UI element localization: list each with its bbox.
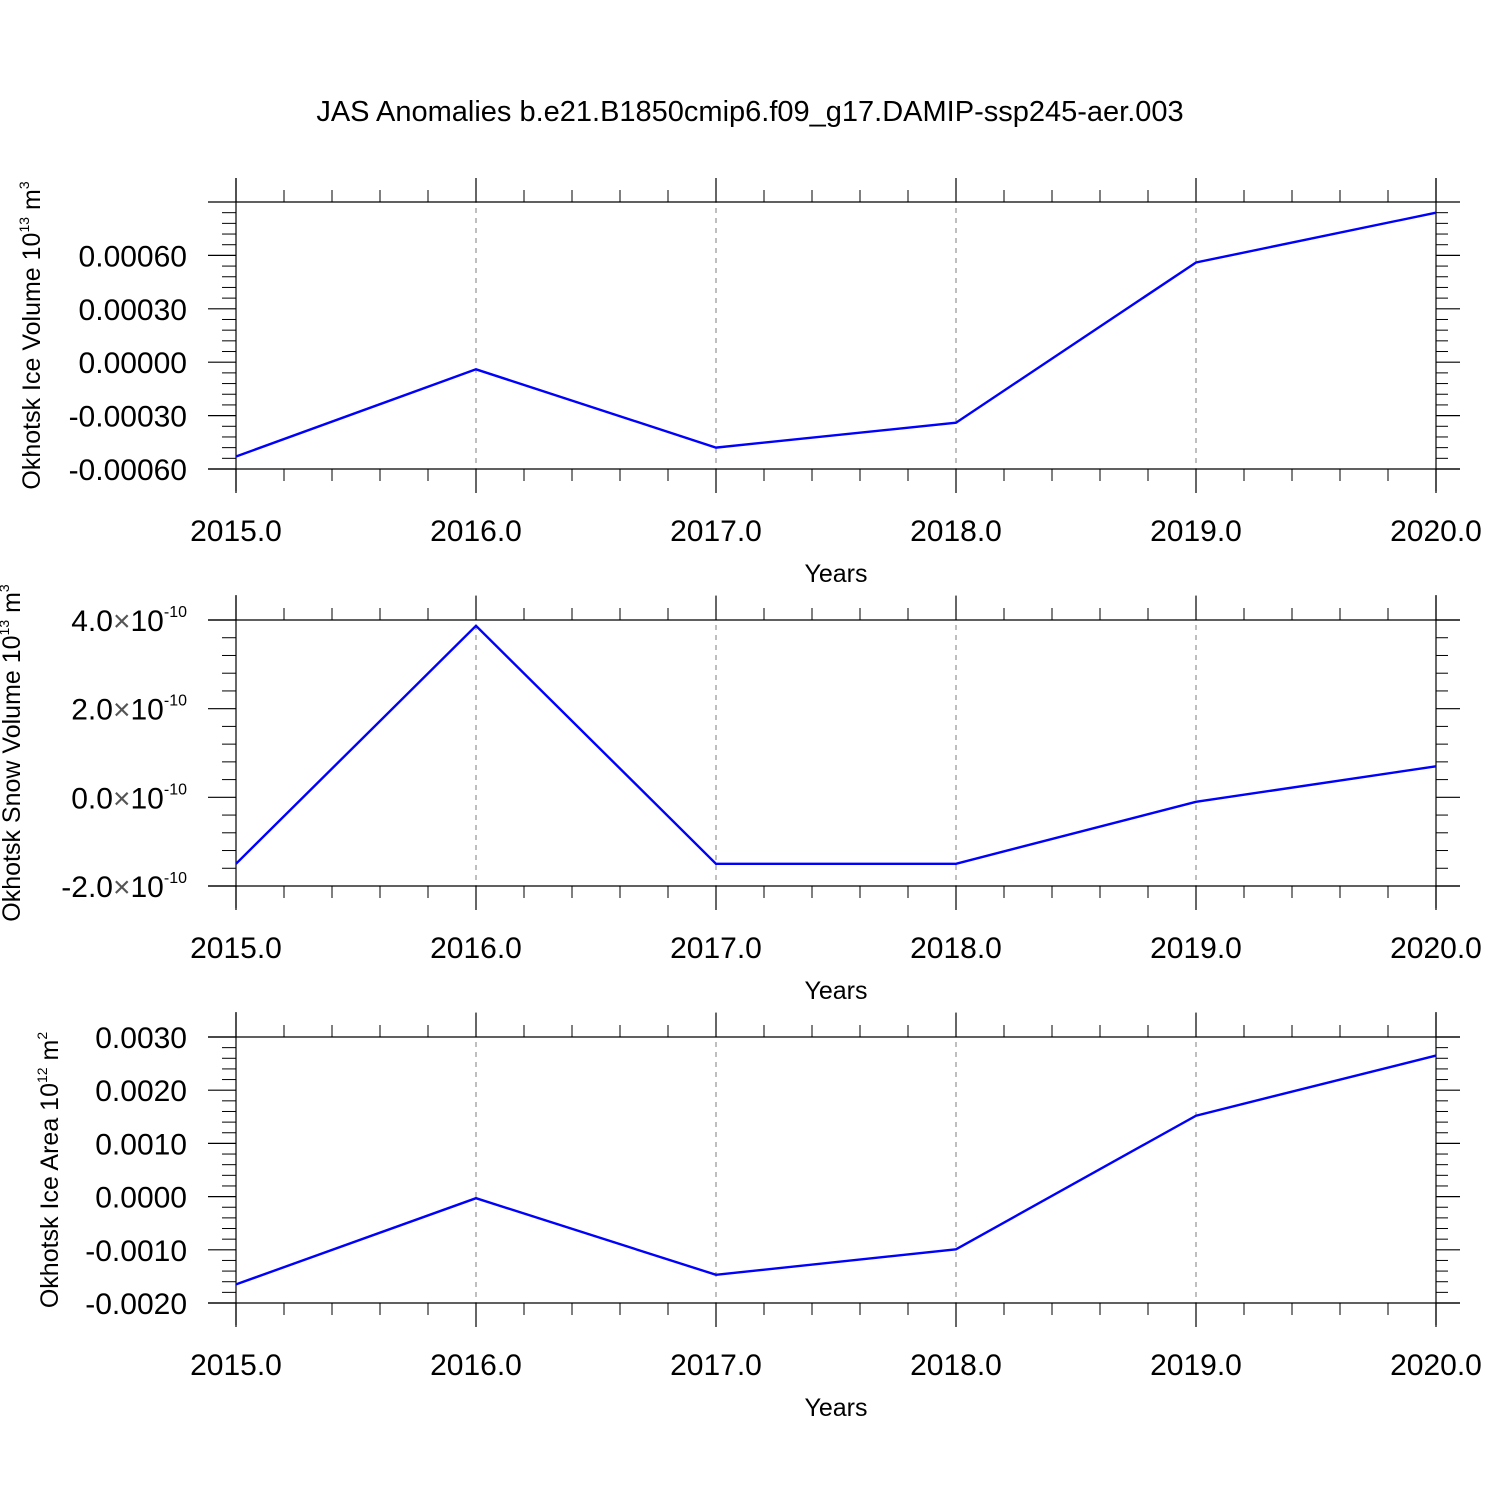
x-tick-label: 2018.0 — [910, 515, 1002, 548]
y-tick-times: × — [113, 605, 131, 638]
y-axis-title-text: Okhotsk Ice Area — [36, 1111, 64, 1308]
y-tick-label: -0.00060 — [69, 454, 187, 487]
x-tick-label: 2017.0 — [670, 932, 762, 965]
y-tick-label: 0.0010 — [95, 1128, 187, 1161]
y-tick-mantissa: 4.0 — [71, 605, 113, 638]
y-unit-exponent: 13 — [0, 620, 12, 636]
x-tick-label: 2020.0 — [1390, 932, 1482, 965]
x-tick-label: 2016.0 — [430, 515, 522, 548]
y-axis-title-text: Okhotsk Snow Volume — [0, 663, 26, 921]
y-unit-exponent: 12 — [34, 1067, 50, 1083]
y-tick-label: 4.0×10-10 — [71, 604, 187, 638]
y-axis-title-text: Okhotsk Ice Volume — [18, 260, 46, 489]
y-axis-title: Okhotsk Ice Area 1012 m2 — [34, 1032, 64, 1309]
y-tick-label: 0.0000 — [95, 1182, 187, 1215]
y-tick-base: 10 — [131, 605, 164, 638]
y-tick-label: 0.00030 — [79, 294, 187, 327]
y-unit-symbol-exponent: 3 — [0, 584, 12, 592]
x-axis-title: Years — [804, 977, 867, 1005]
figure-title: JAS Anomalies b.e21.B1850cmip6.f09_g17.D… — [0, 96, 1500, 129]
y-tick-base: 10 — [131, 782, 164, 815]
y-tick-mantissa: -2.0 — [61, 871, 113, 904]
x-tick-label: 2019.0 — [1150, 932, 1242, 965]
y-unit-base: 10 — [18, 233, 46, 261]
y-unit-symbol: m — [36, 1040, 64, 1068]
series-line — [236, 1056, 1436, 1285]
y-axis-title: Okhotsk Snow Volume 1013 m3 — [0, 584, 26, 922]
chart-panel-2: 2015.0 2016.0 2017.0 2018.0 2019.0 2020.0 -2.0… — [0, 584, 1482, 1005]
y-unit-base: 10 — [0, 635, 26, 663]
y-tick-label: -0.0010 — [85, 1235, 187, 1268]
y-tick-exponent: -10 — [164, 870, 187, 887]
x-tick-label: 2018.0 — [910, 1349, 1002, 1382]
y-unit-base: 10 — [36, 1083, 64, 1111]
x-tick-label: 2015.0 — [190, 1349, 282, 1382]
y-tick-label: 0.0020 — [95, 1075, 187, 1108]
x-tick-label: 2019.0 — [1150, 515, 1242, 548]
y-tick-exponent: -10 — [164, 693, 187, 710]
y-tick-label: 0.0030 — [95, 1022, 187, 1055]
y-tick-label: -0.00030 — [69, 401, 187, 434]
x-tick-label: 2019.0 — [1150, 1349, 1242, 1382]
y-tick-label: -0.0020 — [85, 1288, 187, 1321]
y-tick-label: 0.00000 — [79, 347, 187, 380]
x-tick-label: 2016.0 — [430, 1349, 522, 1382]
y-unit-symbol-exponent: 3 — [16, 181, 32, 189]
y-tick-times: × — [113, 782, 131, 815]
chart-panel-3: 2015.0 2016.0 2017.0 2018.0 2019.0 2020.0 -0.0… — [34, 1012, 1482, 1422]
y-tick-times: × — [113, 694, 131, 727]
x-tick-label: 2016.0 — [430, 932, 522, 965]
y-unit-symbol-exponent: 2 — [34, 1032, 50, 1040]
x-tick-label: 2020.0 — [1390, 515, 1482, 548]
y-tick-label: 0.0×10-10 — [71, 781, 187, 815]
y-axis-title: Okhotsk Ice Volume 1013 m3 — [16, 181, 46, 489]
y-tick-label: 2.0×10-10 — [71, 693, 187, 727]
x-axis-title: Years — [804, 560, 867, 588]
y-unit-symbol: m — [0, 592, 26, 620]
x-tick-label: 2015.0 — [190, 932, 282, 965]
y-tick-label: -2.0×10-10 — [61, 870, 187, 904]
y-tick-times: × — [113, 871, 131, 904]
x-tick-label: 2015.0 — [190, 515, 282, 548]
series-line — [236, 626, 1436, 864]
x-tick-label: 2017.0 — [670, 1349, 762, 1382]
y-unit-exponent: 13 — [16, 217, 32, 233]
y-tick-exponent: -10 — [164, 604, 187, 621]
series-line — [236, 213, 1436, 457]
y-tick-exponent: -10 — [164, 781, 187, 798]
y-tick-base: 10 — [131, 694, 164, 727]
x-tick-label: 2020.0 — [1390, 1349, 1482, 1382]
y-unit-symbol: m — [18, 189, 46, 217]
chart-panel-1: 2015.0 2016.0 2017.0 2018.0 2019.0 2020.0 -0.0… — [16, 178, 1482, 588]
x-axis-title: Years — [804, 1394, 867, 1422]
x-tick-label: 2017.0 — [670, 515, 762, 548]
x-tick-label: 2018.0 — [910, 932, 1002, 965]
y-tick-mantissa: 0.0 — [71, 782, 113, 815]
y-tick-base: 10 — [131, 871, 164, 904]
y-tick-mantissa: 2.0 — [71, 694, 113, 727]
y-tick-label: 0.00060 — [79, 240, 187, 273]
